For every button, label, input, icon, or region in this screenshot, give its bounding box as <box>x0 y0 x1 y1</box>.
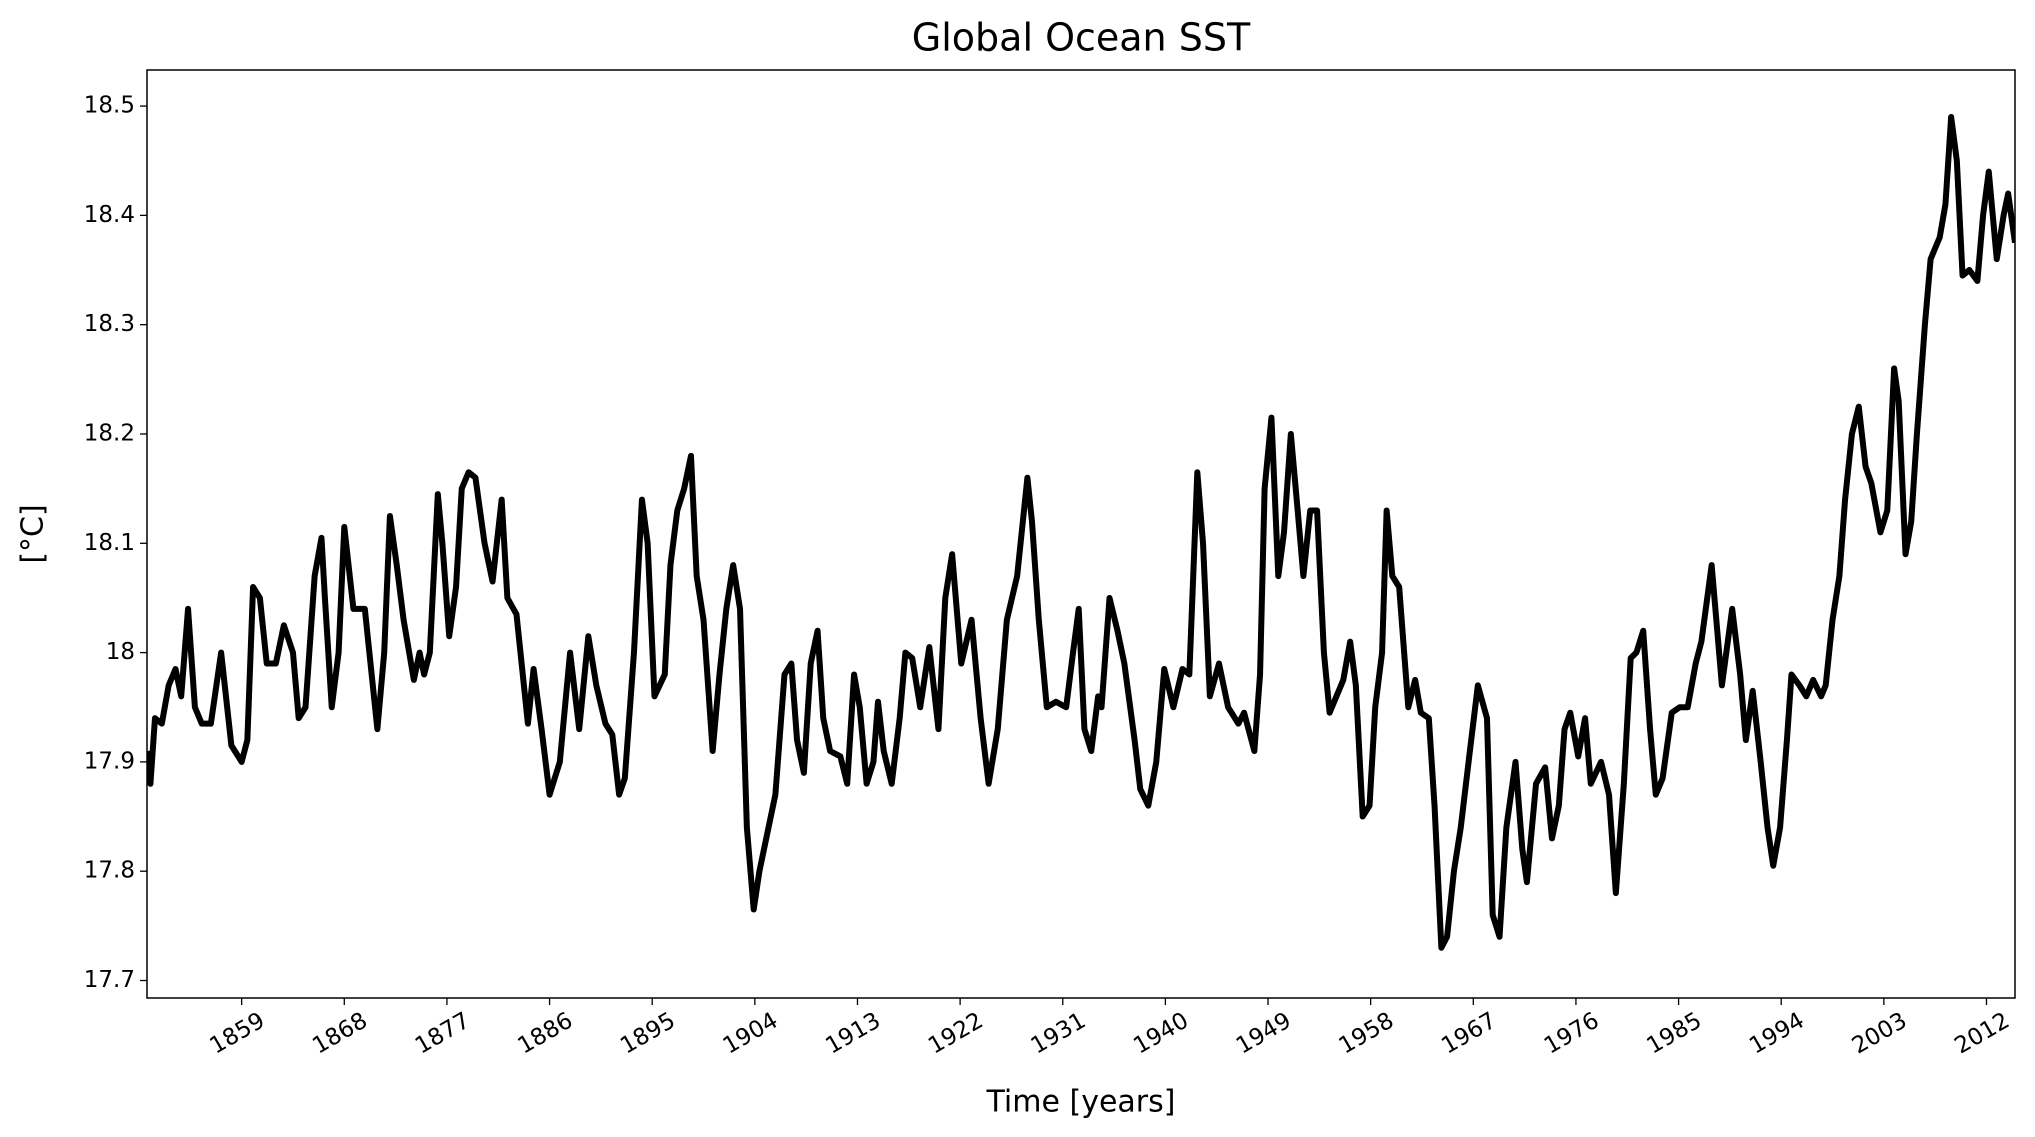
x-tick-label: 1940 <box>1129 1008 1193 1060</box>
plot-frame <box>146 69 2016 999</box>
y-axis-label: [°C] <box>16 504 51 563</box>
x-tick-label: 1994 <box>1745 1008 1809 1060</box>
x-tick-label: 1967 <box>1437 1008 1501 1060</box>
y-tick-label: 17.8 <box>84 858 135 884</box>
y-tick-label: 17.9 <box>84 748 135 774</box>
x-tick-label: 1985 <box>1642 1008 1706 1060</box>
y-tick-label: 18.5 <box>84 93 135 119</box>
x-tick-label: 1913 <box>821 1008 885 1060</box>
x-axis-label: Time [years] <box>986 1085 1176 1120</box>
sst-line <box>147 114 2015 951</box>
x-tick-label: 1895 <box>616 1008 680 1060</box>
x-tick-label: 1904 <box>719 1008 783 1060</box>
x-tick-label: 1931 <box>1027 1008 1091 1060</box>
x-tick-label: 1859 <box>206 1008 270 1060</box>
x-tick-label: 1949 <box>1232 1008 1296 1060</box>
x-tick-label: 1958 <box>1335 1008 1399 1060</box>
x-tick-label: 1868 <box>308 1008 372 1060</box>
y-tick-label: 18.4 <box>84 202 135 228</box>
y-tick-label: 18.2 <box>84 420 135 446</box>
x-tick-label: 2012 <box>1950 1008 2014 1060</box>
y-tick-label: 18 <box>106 639 135 665</box>
x-tick-label: 1976 <box>1540 1008 1604 1060</box>
y-tick-label: 18.1 <box>84 530 135 556</box>
y-tick-label: 18.3 <box>84 311 135 337</box>
chart-title: Global Ocean SST <box>912 16 1251 60</box>
y-tick-label: 17.7 <box>84 967 135 993</box>
x-tick-label: 2003 <box>1848 1008 1912 1060</box>
x-tick-label: 1877 <box>411 1008 475 1060</box>
x-tick-label: 1886 <box>513 1008 577 1060</box>
x-tick-label: 1922 <box>924 1008 988 1060</box>
